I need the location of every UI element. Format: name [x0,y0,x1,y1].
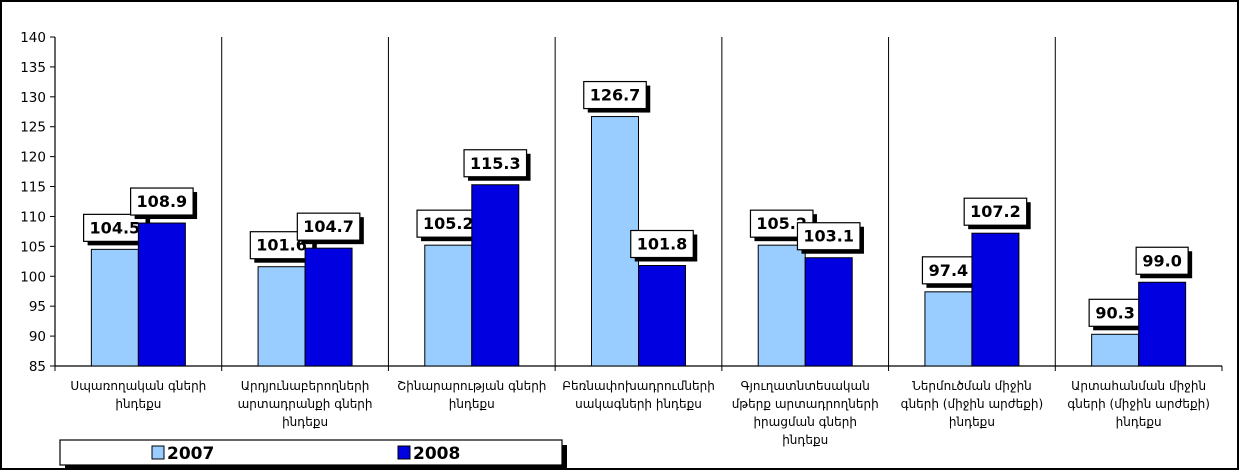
data-label: 105.2 [423,214,474,233]
x-category-label: Արդյունաբերողների [241,379,370,393]
y-tick-label: 130 [20,90,46,106]
x-category-label: գների (միջին արժեքի) [1067,397,1209,411]
data-label-box [963,197,1028,226]
x-category-label: մթերք արտադրողների [732,397,879,411]
bar-2007 [257,266,306,367]
bar-2007 [591,116,639,367]
x-category-label: ինդեքս [282,415,328,429]
legend-swatch-2007 [151,445,165,460]
y-tick-label: 110 [20,209,46,225]
data-label: 107.2 [970,202,1021,221]
data-label-box [921,256,976,285]
x-category-label: գների (միջին արժեքի) [901,397,1043,411]
bar-2008 [137,222,186,367]
data-label-box [630,229,694,259]
y-tick-label: 140 [20,30,46,46]
x-category-label: ինդեքս [449,397,495,411]
data-label: 105.2 [756,214,807,233]
legend: 2007 2008 [59,439,567,470]
x-category-label: Ներմուծման միջին [912,379,1032,393]
y-tick-label: 120 [20,150,46,166]
y-tick-label: 105 [20,239,46,255]
bar-2007 [1091,333,1140,367]
x-category-label: ինդեքս [949,415,995,429]
legend-swatch-2008 [397,445,411,460]
bar-2008 [1138,281,1187,367]
bar-2008 [804,257,853,367]
x-category-label: Բեռնափոխադրումների [562,379,715,393]
bar-2008 [471,184,520,367]
legend-label: 2007 [167,444,214,464]
x-category-label: Գյուղատնտեսական [741,379,870,393]
data-label: 101.8 [637,235,688,254]
bar-2007 [424,244,473,367]
data-label-box [416,209,481,238]
data-label-box [1135,246,1189,275]
y-tick-label: 100 [20,269,46,285]
x-category-label: ինդեքս [782,433,828,447]
data-label: 101.6 [256,236,307,255]
data-label-box [796,222,861,251]
y-tick-label: 115 [20,180,46,196]
data-label: 103.1 [803,227,854,246]
data-label: 99.0 [1142,251,1181,270]
x-category-label: ինդեքս [115,397,161,411]
data-label-box [130,187,194,216]
data-label: 90.3 [1095,303,1134,322]
y-tick-label: 95 [29,299,46,315]
bar-2008 [304,247,353,367]
y-tick-label: 85 [29,359,46,375]
x-category-label: ինդեքս [1116,415,1162,429]
bar-2007 [90,248,139,367]
x-category-label: Սպառողական գների [70,379,206,393]
data-label: 104.7 [303,217,354,236]
data-label-box [296,212,361,241]
y-tick-label: 125 [20,120,46,136]
y-tick-label: 90 [29,329,46,345]
bar-2007 [757,244,806,367]
data-label-box [463,149,528,178]
bar-2007 [924,291,973,367]
data-label: 108.9 [137,192,188,211]
legend-box [59,439,563,466]
data-label: 126.7 [590,86,641,105]
x-category-label: Շինարարության գների [397,379,546,393]
legend-label: 2008 [413,444,460,464]
plot-area: 85 90 95 100 105 110 115 120 125 130 135 140 104.5 10… [20,30,1223,447]
data-label: 97.4 [929,261,968,280]
x-category-label: սակագների ինդեքս [575,397,702,411]
bar-2008 [638,265,686,367]
x-category-label: արտադրանքի գների [238,397,373,411]
x-category-label: Արտահանման միջին [1071,379,1206,393]
data-label-box [583,80,647,110]
bar-2008 [971,232,1020,367]
x-category-label: իրացման գների [753,415,857,429]
data-label: 115.3 [470,154,521,173]
data-label: 104.5 [90,218,141,237]
y-tick-label: 135 [20,60,46,76]
